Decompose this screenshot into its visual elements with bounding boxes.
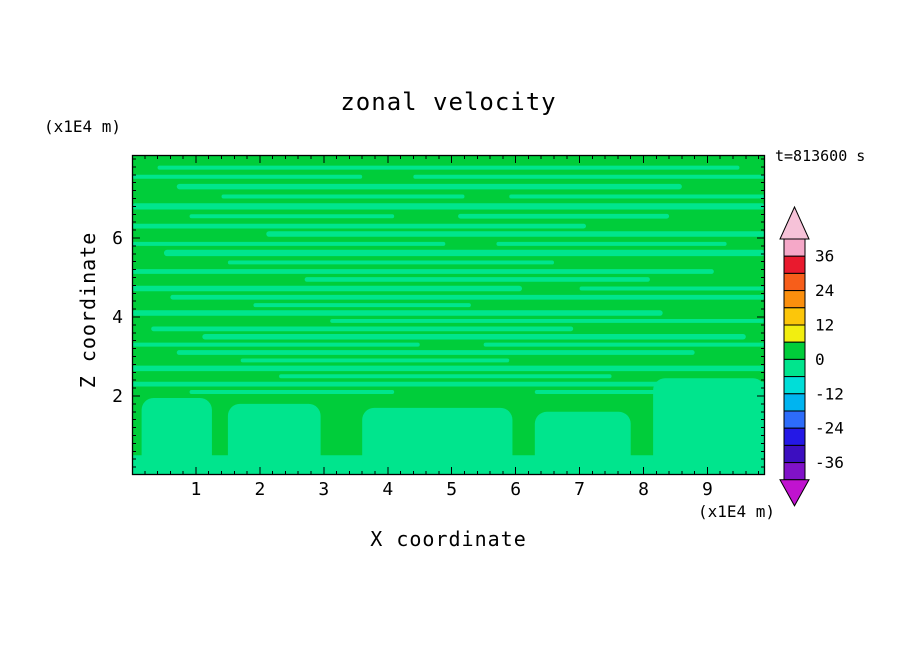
plot-frame — [131, 154, 766, 476]
x-axis-title: X coordinate — [370, 527, 527, 551]
contour-streak — [189, 214, 395, 219]
x-tick-label: 8 — [638, 479, 649, 500]
contour-streak — [151, 326, 574, 332]
colorbar-label: -36 — [815, 453, 844, 472]
contour-streak — [509, 194, 765, 199]
timestamp-label: t=813600 s — [775, 147, 866, 165]
contour-streak — [579, 286, 765, 291]
bottom-blob — [227, 403, 321, 474]
contour-streak — [132, 381, 765, 387]
x-tick-label: 2 — [254, 479, 265, 500]
colorbar-label: 24 — [815, 281, 834, 300]
colorbar-label: 12 — [815, 316, 834, 335]
contour-streak — [483, 342, 765, 347]
colorbar-segment — [783, 341, 806, 360]
contour-streak — [163, 249, 765, 257]
contour-streak — [458, 213, 670, 219]
contour-streak — [132, 285, 523, 292]
contour-streak — [132, 269, 714, 274]
y-tick-label: 2 — [112, 386, 123, 407]
x-axis-unit-label: (x1E4 m) — [697, 502, 775, 521]
chart-title: zonal velocity — [340, 88, 557, 116]
bottom-blob — [534, 411, 631, 474]
y-tick-label: 4 — [112, 307, 123, 328]
contour-streak — [240, 358, 510, 363]
contour-streak — [496, 241, 727, 246]
x-tick-label: 1 — [191, 479, 202, 500]
colorbar-segment — [783, 444, 806, 464]
contour-streak — [534, 390, 765, 395]
x-tick-label: 3 — [318, 479, 329, 500]
colorbar-segment — [783, 307, 806, 326]
contour-streak — [176, 350, 695, 355]
contour-streak — [413, 174, 765, 179]
contour-streak — [279, 374, 612, 379]
colorbar-label: -24 — [815, 419, 844, 438]
axis-ticks — [132, 155, 765, 475]
bottom-blob — [362, 407, 513, 474]
contour-streak — [132, 203, 765, 210]
bottom-blob — [141, 397, 212, 474]
colorbar-label: 0 — [815, 350, 825, 369]
colorbar-segment — [783, 272, 806, 292]
contour-streak — [176, 183, 682, 190]
contour-streak — [330, 318, 765, 323]
contour-streak — [132, 223, 586, 229]
contour-field — [132, 155, 765, 475]
x-tick-label: 9 — [702, 479, 713, 500]
contour-streak — [157, 165, 740, 170]
contour-streak — [132, 310, 663, 316]
colorbar-segment — [783, 427, 806, 446]
contour-streak — [266, 231, 765, 237]
x-tick-label: 5 — [446, 479, 457, 500]
x-tick-label: 6 — [510, 479, 521, 500]
y-axis-unit-label: (x1E4 m) — [44, 117, 122, 136]
colorbar-under-arrow — [779, 479, 810, 507]
colorbar-over-arrow — [779, 205, 810, 240]
colorbar: 36 24 12 0 -12 -24 -36 — [779, 205, 844, 507]
contour-streak — [170, 294, 765, 300]
colorbar-segment — [783, 324, 806, 343]
x-tick-label: 7 — [574, 479, 585, 500]
contour-streak — [221, 194, 465, 199]
colorbar-segment — [783, 358, 806, 378]
contour-streak — [132, 241, 446, 246]
colorbar-segment — [783, 376, 806, 395]
bottom-blob — [653, 378, 765, 474]
contour-streak — [132, 174, 363, 179]
contour-streak — [253, 303, 471, 308]
colorbar-label: -12 — [815, 384, 844, 403]
x-tick-label: 4 — [382, 479, 393, 500]
colorbar-label: 36 — [815, 247, 834, 266]
contour-streak — [132, 365, 765, 372]
colorbar-segment — [783, 290, 806, 309]
colorbar-segment — [783, 462, 806, 481]
colorbar-segment — [783, 255, 806, 274]
contour-streak — [227, 260, 554, 265]
colorbar-segment — [783, 238, 806, 257]
tick-labels: 1 2 3 4 5 6 7 8 9 2 4 6 — [112, 228, 713, 500]
colorbar-segment — [783, 393, 806, 412]
contour-streak — [132, 342, 420, 347]
y-tick-label: 6 — [112, 228, 123, 249]
colorbar-segment — [783, 410, 806, 429]
contour-streak — [202, 333, 746, 340]
contour-streak — [304, 277, 650, 282]
contour-streak — [189, 390, 395, 395]
